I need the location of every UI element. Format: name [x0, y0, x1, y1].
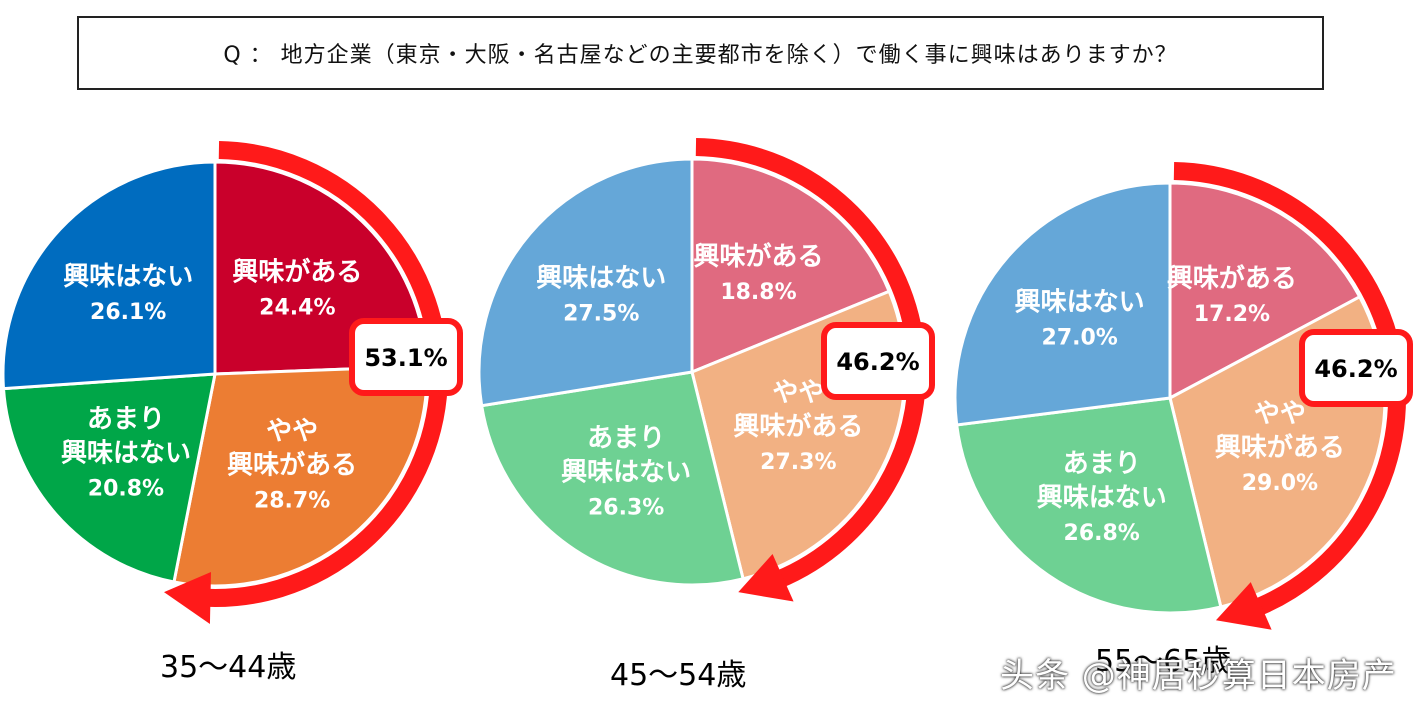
slice-category-label: 興味がある — [1167, 263, 1297, 294]
callout-box — [1299, 329, 1413, 407]
slice-value-label: 28.7% — [254, 488, 330, 513]
question-title: Q ： 地方企業（東京・大阪・名古屋などの主要都市を除く）で働く事に興味はありま… — [77, 16, 1324, 90]
slice-value-label: 27.5% — [563, 302, 639, 327]
slice-value-label: 26.3% — [588, 495, 664, 520]
arrow-head-icon — [164, 571, 211, 624]
slice-value-label: 24.4% — [259, 295, 335, 320]
arrow-head-icon — [1215, 582, 1272, 630]
age-label-1: 35～44歳 — [160, 650, 297, 685]
slice-value-label: 29.0% — [1242, 471, 1318, 496]
age-label-3: 55～65歳 — [1095, 644, 1232, 679]
slice-value-label: 17.2% — [1194, 302, 1270, 327]
slice-category-label: 興味がある — [733, 411, 863, 442]
slice-category-label: 興味はない — [63, 262, 193, 292]
pie-slice — [172, 364, 429, 588]
watermark: 头条 @神居秒算日本房产 — [1000, 656, 1397, 696]
slice-value-label: 20.8% — [88, 477, 164, 502]
pie-chart-1: 興味がある24.4%やや興味がある28.7%あまり興味はない20.8%興味はない… — [1, 141, 463, 624]
slice-category-label: 興味はない — [61, 439, 191, 469]
slice-category-label: やや — [1254, 399, 1306, 429]
callout-value: 46.2% — [1314, 355, 1397, 383]
slice-category-label: 興味がある — [1215, 432, 1345, 463]
slice-category-label: あまり — [587, 423, 665, 453]
slice-value-label: 18.8% — [720, 280, 796, 305]
slice-category-label: やや — [266, 416, 318, 446]
pie-slice — [1, 372, 217, 584]
slice-category-label: 興味がある — [693, 241, 823, 272]
callout-value: 53.1% — [364, 344, 447, 372]
callout-value: 46.2% — [836, 348, 919, 376]
pie-slice — [1168, 181, 1362, 401]
slice-category-label: 興味がある — [232, 256, 362, 287]
slice-value-label: 26.1% — [90, 300, 166, 325]
pie-slice — [955, 396, 1223, 615]
pie-slice — [953, 181, 1172, 427]
pie-slice — [479, 370, 745, 587]
pie-chart-3: 興味がある17.2%やや興味がある29.0%あまり興味はない26.8%興味はない… — [953, 162, 1413, 630]
slice-value-label: 26.8% — [1064, 521, 1140, 546]
pie-slice — [1, 160, 217, 391]
slice-category-label: やや — [772, 378, 824, 408]
slice-category-label: 興味がある — [227, 449, 357, 480]
callout-box — [349, 318, 463, 396]
slice-category-label: あまり — [1063, 449, 1141, 479]
pie-chart-2: 興味がある18.8%やや興味がある27.3%あまり興味はない26.3%興味はない… — [477, 138, 935, 602]
slice-category-label: 興味はない — [536, 264, 666, 294]
callout-box — [821, 322, 935, 400]
slice-category-label: 興味はない — [561, 457, 691, 487]
slice-value-label: 27.0% — [1042, 325, 1118, 350]
slice-category-label: 興味はない — [1015, 287, 1145, 317]
pie-slice — [477, 157, 694, 408]
pie-slice — [690, 157, 892, 375]
slice-category-label: 興味はない — [1037, 483, 1167, 513]
arrow-head-icon — [738, 553, 794, 602]
slice-category-label: あまり — [87, 405, 165, 435]
age-label-2: 45～54歳 — [610, 658, 747, 693]
slice-value-label: 27.3% — [760, 450, 836, 475]
